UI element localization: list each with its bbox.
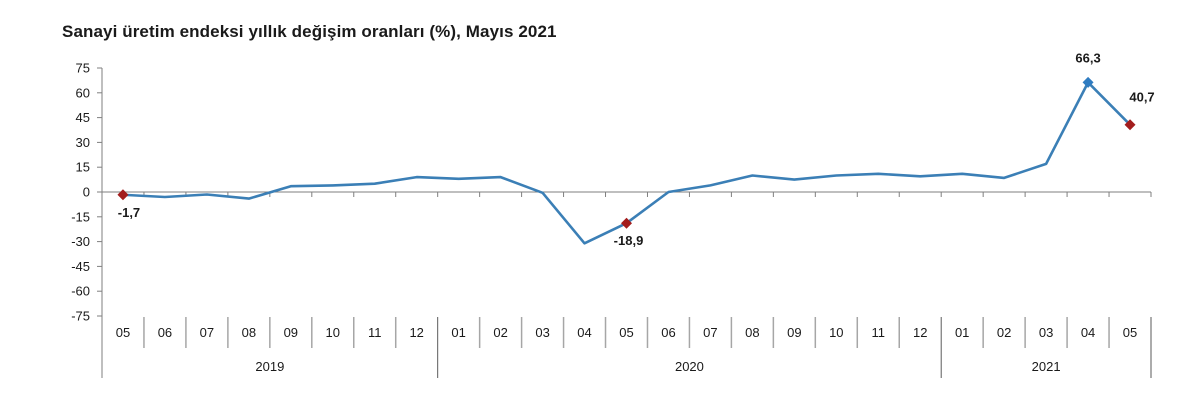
category-label: 06 [661,325,675,340]
category-label: 03 [1039,325,1053,340]
diamond-marker-icon [117,189,129,201]
y-tick-label: 75 [76,61,90,76]
category-label: 02 [493,325,507,340]
y-tick-label: 45 [76,110,90,125]
category-label: 06 [158,325,172,340]
category-label: 11 [872,325,886,340]
category-label: 12 [409,325,423,340]
data-annotations: -1,7 -18,9 66,3 40,7 [117,50,1155,248]
category-label: 01 [451,325,465,340]
category-label: 01 [955,325,969,340]
diamond-marker-icon [1124,119,1136,131]
data-label: 40,7 [1129,90,1154,105]
category-label: 03 [535,325,549,340]
year-label: 2020 [675,359,704,374]
data-label: -1,7 [118,205,140,220]
category-label: 12 [913,325,927,340]
category-label: 08 [242,325,256,340]
category-label: 05 [116,325,130,340]
category-label: 07 [200,325,214,340]
data-label: 66,3 [1075,50,1100,65]
category-label: 09 [284,325,298,340]
category-label: 10 [829,325,843,340]
y-tick-label: 30 [76,135,90,150]
y-tick-label: 60 [76,85,90,100]
y-tick-label: 15 [76,160,90,175]
chart-title: Sanayi üretim endeksi yıllık değişim ora… [62,22,557,41]
y-tick-label: -30 [71,234,90,249]
category-label: 11 [368,325,382,340]
category-label: 08 [745,325,759,340]
category-label: 04 [1081,325,1095,340]
category-label: 04 [577,325,591,340]
data-label: -18,9 [614,233,644,248]
diamond-marker-icon [1082,76,1094,88]
y-tick-label: -75 [71,309,90,324]
category-label: 07 [703,325,717,340]
category-label: 10 [326,325,340,340]
year-label: 2019 [255,359,284,374]
y-axis: 75 60 45 30 15 0 -15 -30 -45 -60 -75 [71,61,103,378]
y-tick-label: -60 [71,284,90,299]
category-label: 02 [997,325,1011,340]
category-label: 09 [787,325,801,340]
category-label: 05 [1123,325,1137,340]
y-tick-label: -15 [71,209,90,224]
y-tick-label: -45 [71,259,90,274]
y-tick-label: 0 [83,185,90,200]
diamond-marker-icon [621,217,632,229]
x-axis: 05 06 07 08 09 10 11 12 01 02 03 04 05 06 07 08 09 10 11 12… [101,191,1152,378]
year-label: 2021 [1032,359,1061,374]
category-label: 05 [619,325,633,340]
